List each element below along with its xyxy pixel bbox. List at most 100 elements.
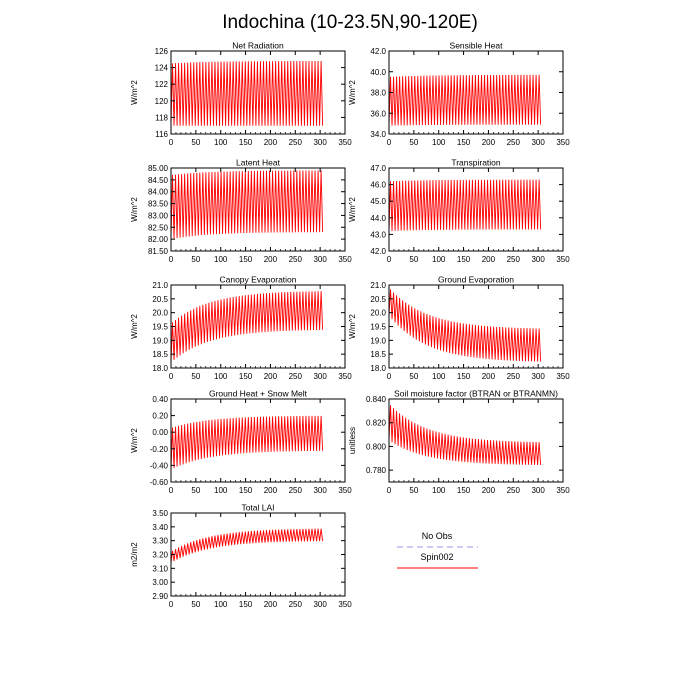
y-tick-label: -0.60	[150, 478, 169, 487]
y-tick-label: 21.0	[152, 281, 168, 290]
y-tick-label: 81.50	[148, 247, 169, 256]
x-tick-label: 50	[409, 372, 418, 381]
series-line	[388, 179, 542, 232]
y-tick-label: 116	[155, 130, 168, 139]
x-tick-label: 50	[191, 138, 200, 147]
panels: Net Radiation W/m^2 0 50 100 150 200 250 300 350 1…	[130, 41, 570, 610]
panel-title: Soil moisture factor (BTRAN or BTRANMN)	[394, 389, 558, 399]
x-tick-label: 300	[531, 255, 545, 264]
y-tick-label: 122	[155, 80, 169, 89]
y-axis-label: W/m^2	[130, 314, 139, 339]
panel-title: Ground Evaporation	[438, 275, 514, 285]
y-tick-label: -0.20	[150, 445, 169, 454]
y-tick-label: 3.50	[152, 509, 168, 518]
x-tick-label: 100	[432, 372, 446, 381]
y-tick-label: 18.0	[370, 364, 386, 373]
figure-title: Indochina (10-23.5N,90-120E)	[222, 12, 478, 33]
y-tick-label: 18.5	[370, 350, 386, 359]
panel-title: Transpiration	[451, 158, 501, 168]
y-tick-label: 84.50	[148, 176, 169, 185]
y-tick-label: 42.0	[370, 247, 386, 256]
y-tick-label: 0.00	[152, 428, 168, 437]
y-tick-label: 20.0	[370, 309, 386, 318]
panel-title: Canopy Evaporation	[219, 275, 296, 285]
y-tick-label: 3.40	[152, 523, 168, 532]
y-axis-label: W/m^2	[348, 80, 357, 105]
legend-model-label: Spin002	[420, 552, 453, 562]
x-tick-label: 350	[338, 255, 352, 264]
y-tick-label: 0.800	[366, 442, 387, 451]
x-tick-label: 300	[531, 486, 545, 495]
plot-frame	[170, 512, 346, 597]
x-tick-label: 150	[239, 486, 253, 495]
x-tick-label: 200	[264, 372, 278, 381]
y-tick-label: 19.5	[152, 323, 168, 332]
x-tick-label: 50	[191, 372, 200, 381]
panel-canopy-evaporation: Canopy Evaporation W/m^2 0 50 100 150 200 250 30…	[130, 275, 352, 382]
y-tick-label: -0.40	[150, 461, 169, 470]
y-tick-label: 85.00	[148, 164, 169, 173]
y-tick-label: 21.0	[370, 281, 386, 290]
x-tick-label: 50	[409, 486, 418, 495]
x-tick-label: 0	[387, 372, 392, 381]
y-tick-label: 83.50	[148, 200, 169, 209]
y-tick-label: 20.5	[152, 295, 168, 304]
x-tick-label: 50	[191, 486, 200, 495]
panel-title: Net Radiation	[232, 41, 284, 51]
y-tick-label: 84.00	[148, 188, 169, 197]
x-tick-label: 350	[556, 255, 570, 264]
x-tick-label: 50	[191, 255, 200, 264]
y-tick-label: 0.840	[366, 395, 387, 404]
x-tick-label: 250	[289, 486, 303, 495]
x-tick-label: 200	[264, 600, 278, 609]
x-tick-label: 100	[214, 600, 228, 609]
y-tick-label: 3.00	[152, 578, 168, 587]
x-tick-label: 200	[264, 255, 278, 264]
y-tick-label: 3.30	[152, 537, 168, 546]
legend: No Obs Spin002	[397, 531, 478, 569]
x-tick-label: 300	[313, 486, 327, 495]
x-tick-label: 0	[169, 600, 174, 609]
y-tick-label: 0.820	[366, 419, 387, 428]
series-line	[170, 60, 324, 126]
x-tick-label: 300	[313, 372, 327, 381]
panel-latent-heat: Latent Heat W/m^2 0 50 100 150 200 250 300 350 81.…	[130, 158, 352, 265]
x-tick-label: 350	[338, 600, 352, 609]
x-tick-label: 250	[507, 255, 521, 264]
y-tick-label: 0.780	[366, 466, 387, 475]
x-tick-label: 50	[191, 600, 200, 609]
y-tick-label: 47.0	[370, 164, 386, 173]
y-tick-label: 120	[155, 97, 169, 106]
plot-frame	[170, 167, 346, 252]
y-axis-label: W/m^2	[130, 197, 139, 222]
y-tick-label: 44.0	[370, 214, 386, 223]
x-tick-label: 200	[482, 138, 496, 147]
panel-sensible-heat: Sensible Heat W/m^2 0 50 100 150 200 250 300 350 3…	[348, 41, 570, 148]
x-tick-label: 150	[457, 372, 471, 381]
y-tick-label: 36.0	[370, 109, 386, 118]
y-axis-label: W/m^2	[348, 314, 357, 339]
y-tick-label: 40.0	[370, 68, 386, 77]
panel-title: Latent Heat	[236, 158, 281, 168]
x-tick-label: 200	[264, 486, 278, 495]
legend-obs-label: No Obs	[422, 531, 453, 541]
y-tick-label: 82.00	[148, 235, 169, 244]
y-tick-label: 38.0	[370, 89, 386, 98]
panel-title: Ground Heat + Snow Melt	[209, 389, 308, 399]
x-tick-label: 250	[507, 486, 521, 495]
x-tick-label: 350	[556, 138, 570, 147]
x-tick-label: 150	[239, 255, 253, 264]
x-tick-label: 50	[409, 255, 418, 264]
series-line	[388, 289, 542, 362]
y-tick-label: 83.00	[148, 211, 169, 220]
y-tick-label: 18.0	[152, 364, 168, 373]
y-tick-label: 118	[155, 113, 168, 122]
panel-transpiration: Transpiration W/m^2 0 50 100 150 200 250 300 350 4…	[348, 158, 570, 265]
x-tick-label: 300	[313, 600, 327, 609]
y-tick-label: 20.5	[370, 295, 386, 304]
x-tick-label: 100	[214, 486, 228, 495]
x-tick-label: 50	[409, 138, 418, 147]
panel-title: Sensible Heat	[450, 41, 504, 51]
x-tick-label: 150	[457, 138, 471, 147]
